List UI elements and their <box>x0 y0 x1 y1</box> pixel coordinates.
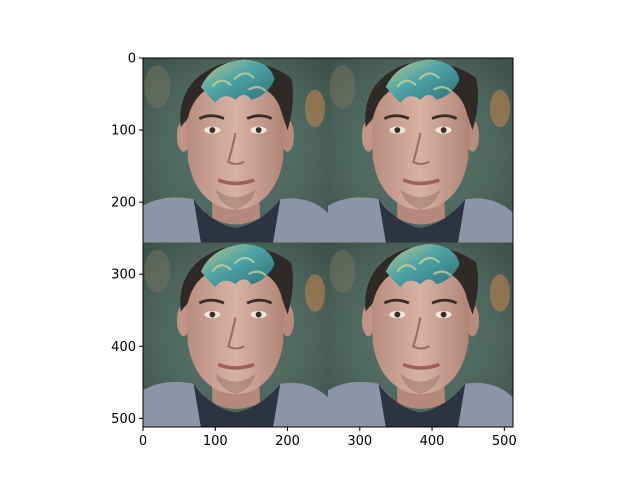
y-tick-label: 200 <box>111 196 136 211</box>
image-tile-r0-c0 <box>143 58 330 245</box>
image-tile-r1-c1 <box>326 240 513 427</box>
y-axis: 0 100 200 300 400 500 <box>111 52 143 427</box>
image-tile-r1-c0 <box>143 240 330 427</box>
x-tick-label: 200 <box>275 434 300 449</box>
x-axis: 0 100 200 300 400 500 <box>139 427 517 449</box>
image-tile-r0-c1 <box>326 58 513 245</box>
y-tick-label: 300 <box>111 268 136 283</box>
y-tick-label: 400 <box>111 340 136 355</box>
x-tick-label: 300 <box>347 434 372 449</box>
y-tick-label: 100 <box>111 124 136 139</box>
image-area <box>143 58 513 427</box>
axes-frame <box>142 57 514 428</box>
x-tick-label: 400 <box>420 434 445 449</box>
x-tick-label: 0 <box>139 434 147 449</box>
y-tick-label: 0 <box>128 52 136 67</box>
x-tick-label: 500 <box>492 434 517 449</box>
x-tick-label: 100 <box>203 434 228 449</box>
image-tiles <box>143 58 513 427</box>
y-tick-label: 500 <box>111 412 136 427</box>
